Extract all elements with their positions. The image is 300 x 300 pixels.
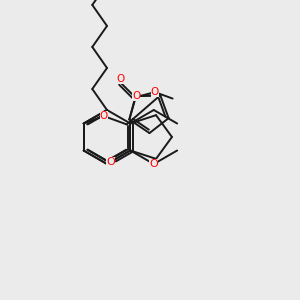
Text: O: O	[100, 111, 108, 121]
Text: O: O	[117, 74, 125, 84]
Text: O: O	[151, 87, 159, 97]
Text: O: O	[106, 157, 115, 167]
Text: O: O	[132, 91, 140, 101]
Text: O: O	[149, 159, 158, 169]
